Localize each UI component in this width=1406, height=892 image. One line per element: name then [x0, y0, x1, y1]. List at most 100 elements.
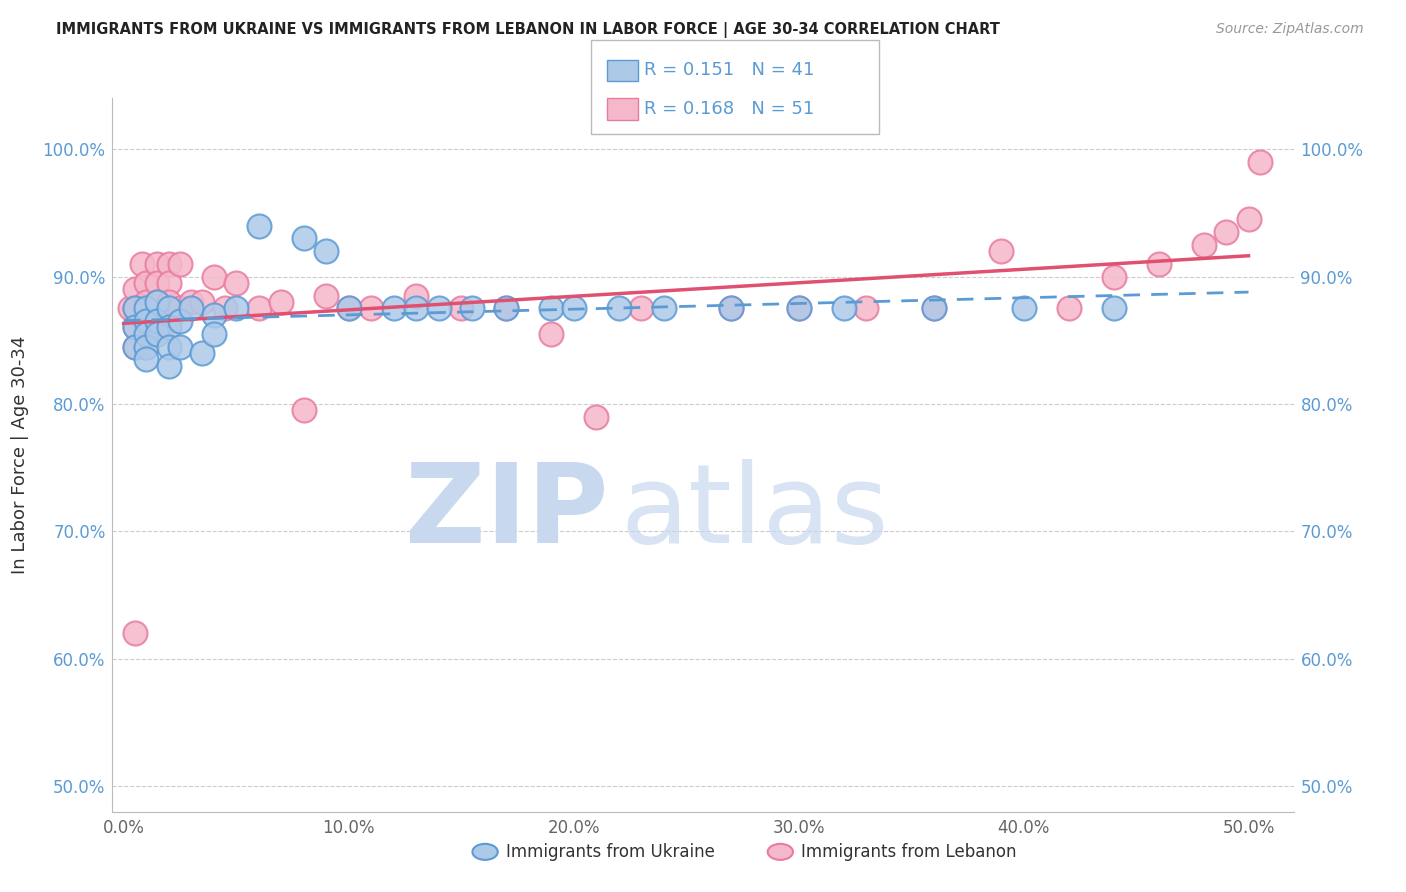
Point	[247, 301, 270, 316]
Point	[157, 276, 180, 290]
Point	[135, 326, 157, 341]
Point	[146, 314, 169, 328]
Point	[225, 276, 247, 290]
Point	[124, 340, 146, 354]
Point	[630, 301, 652, 316]
Point	[202, 269, 225, 284]
Text: IMMIGRANTS FROM UKRAINE VS IMMIGRANTS FROM LEBANON IN LABOR FORCE | AGE 30-34 CO: IMMIGRANTS FROM UKRAINE VS IMMIGRANTS FR…	[56, 22, 1000, 38]
Text: Source: ZipAtlas.com: Source: ZipAtlas.com	[1216, 22, 1364, 37]
Point	[562, 301, 585, 316]
Point	[131, 257, 153, 271]
Point	[135, 295, 157, 310]
Point	[146, 295, 169, 310]
Point	[135, 326, 157, 341]
Point	[124, 301, 146, 316]
Text: R = 0.151   N = 41: R = 0.151 N = 41	[644, 62, 814, 79]
Point	[202, 326, 225, 341]
Point	[495, 301, 517, 316]
Point	[135, 340, 157, 354]
Point	[585, 409, 607, 424]
Point	[1249, 154, 1271, 169]
Point	[157, 340, 180, 354]
Y-axis label: In Labor Force | Age 30-34: In Labor Force | Age 30-34	[11, 335, 28, 574]
Point	[270, 295, 292, 310]
Point	[337, 301, 360, 316]
Text: Immigrants from Lebanon: Immigrants from Lebanon	[801, 843, 1017, 861]
Text: Immigrants from Ukraine: Immigrants from Ukraine	[506, 843, 716, 861]
Point	[1102, 269, 1125, 284]
Point	[1237, 212, 1260, 227]
Point	[135, 301, 157, 316]
Point	[146, 257, 169, 271]
Point	[292, 231, 315, 245]
Point	[124, 320, 146, 334]
Point	[1147, 257, 1170, 271]
Point	[405, 288, 427, 302]
Point	[1057, 301, 1080, 316]
Point	[1192, 237, 1215, 252]
Point	[922, 301, 945, 316]
Text: ZIP: ZIP	[405, 458, 609, 566]
Point	[157, 359, 180, 373]
Point	[360, 301, 382, 316]
Point	[1102, 301, 1125, 316]
Text: R = 0.168   N = 51: R = 0.168 N = 51	[644, 100, 814, 118]
Point	[157, 295, 180, 310]
Point	[135, 276, 157, 290]
Point	[180, 295, 202, 310]
Point	[495, 301, 517, 316]
Point	[146, 276, 169, 290]
Point	[157, 301, 180, 316]
Point	[146, 326, 169, 341]
Point	[225, 301, 247, 316]
Point	[157, 314, 180, 328]
Point	[191, 295, 214, 310]
Point	[382, 301, 405, 316]
Point	[135, 352, 157, 367]
Point	[427, 301, 450, 316]
Point	[247, 219, 270, 233]
Point	[146, 295, 169, 310]
Point	[787, 301, 810, 316]
Point	[169, 340, 191, 354]
Point	[1012, 301, 1035, 316]
Point	[1215, 225, 1237, 239]
Point	[135, 314, 157, 328]
Point	[157, 320, 180, 334]
Point	[450, 301, 472, 316]
Point	[124, 340, 146, 354]
Point	[607, 301, 630, 316]
Point	[315, 288, 337, 302]
Point	[202, 308, 225, 322]
Point	[169, 314, 191, 328]
Point	[720, 301, 742, 316]
Point	[120, 301, 142, 316]
Point	[157, 257, 180, 271]
Point	[169, 257, 191, 271]
Point	[292, 403, 315, 417]
Text: atlas: atlas	[620, 458, 889, 566]
Point	[124, 320, 146, 334]
Point	[540, 301, 562, 316]
Point	[832, 301, 855, 316]
Point	[922, 301, 945, 316]
Point	[169, 301, 191, 316]
Point	[146, 314, 169, 328]
Point	[337, 301, 360, 316]
Point	[461, 301, 484, 316]
Point	[214, 301, 236, 316]
Point	[315, 244, 337, 258]
Point	[191, 346, 214, 360]
Point	[652, 301, 675, 316]
Point	[124, 626, 146, 640]
Point	[180, 301, 202, 316]
Point	[855, 301, 877, 316]
Point	[787, 301, 810, 316]
Point	[124, 301, 146, 316]
Point	[720, 301, 742, 316]
Point	[405, 301, 427, 316]
Point	[135, 314, 157, 328]
Point	[124, 282, 146, 296]
Point	[540, 326, 562, 341]
Point	[135, 340, 157, 354]
